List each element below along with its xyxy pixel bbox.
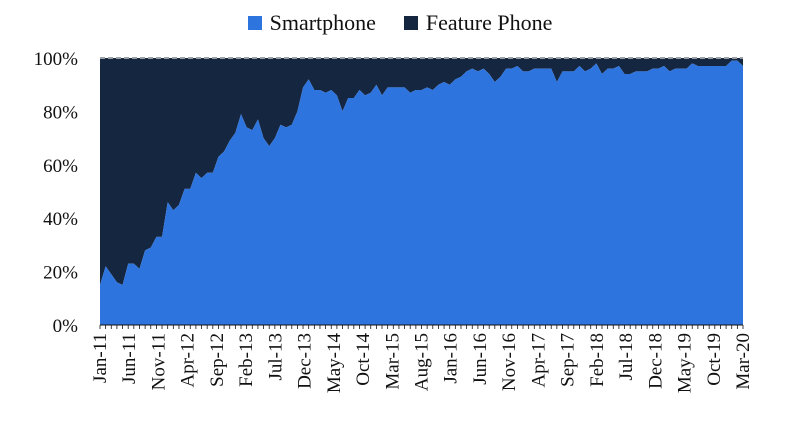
y-tick-label: 80% <box>43 102 78 123</box>
y-axis: 0% 20% 40% 60% 80% 100% <box>34 49 79 337</box>
x-tick-label: Jul-13 <box>265 333 286 381</box>
y-tick-label: 100% <box>34 49 79 70</box>
plot-area <box>100 57 743 326</box>
legend-label-feature-phone: Feature Phone <box>425 10 553 35</box>
y-tick-label: 60% <box>43 156 78 177</box>
x-tick-label: Oct-14 <box>353 333 374 386</box>
legend-item-smartphone: Smartphone <box>247 10 376 36</box>
x-tick-label: Oct-19 <box>704 333 725 386</box>
x-tick-label: Apr-17 <box>528 333 549 388</box>
x-tick-label: Nov-16 <box>499 333 520 391</box>
legend-label-smartphone: Smartphone <box>269 10 376 35</box>
legend-swatch-smartphone <box>247 16 262 30</box>
legend-item-feature-phone: Feature Phone <box>403 10 553 36</box>
x-tick-label: Sep-12 <box>207 333 228 387</box>
y-tick-label: 0% <box>53 316 79 337</box>
x-tick-label: Sep-17 <box>558 333 579 387</box>
x-tick-label: Mar-20 <box>733 333 754 390</box>
x-tick-label: Dec-18 <box>645 333 666 389</box>
x-tick-label: Jul-18 <box>616 333 637 381</box>
x-tick-label: Apr-12 <box>178 333 199 388</box>
x-tick-label: Aug-15 <box>412 333 433 391</box>
x-tick-label: Jan-16 <box>441 333 462 384</box>
x-tick-label: Feb-18 <box>587 333 608 387</box>
x-tick-label: Jun-11 <box>119 333 140 384</box>
series-area-feature-phone <box>100 58 743 285</box>
x-tick-label: Jun-16 <box>470 333 491 385</box>
y-tick-label: 40% <box>43 209 78 230</box>
x-tick-label: May-19 <box>675 333 696 393</box>
x-tick-label: Jan-11 <box>90 333 111 383</box>
x-tick-label: Dec-13 <box>295 333 316 389</box>
y-tick-label: 20% <box>43 263 78 284</box>
x-tick-label: Mar-15 <box>382 333 403 390</box>
chart-legend: Smartphone Feature Phone <box>0 10 800 36</box>
x-axis: Jan-11 Jun-11 Nov-11 Apr-12 Sep-12 Feb-13 Jul-… <box>90 324 754 394</box>
legend-swatch-feature-phone <box>403 16 418 30</box>
series-area-smartphone <box>100 60 743 326</box>
x-tick-label: May-14 <box>324 333 345 394</box>
x-tick-label: Nov-11 <box>148 333 169 390</box>
x-tick-label: Feb-13 <box>236 333 257 387</box>
